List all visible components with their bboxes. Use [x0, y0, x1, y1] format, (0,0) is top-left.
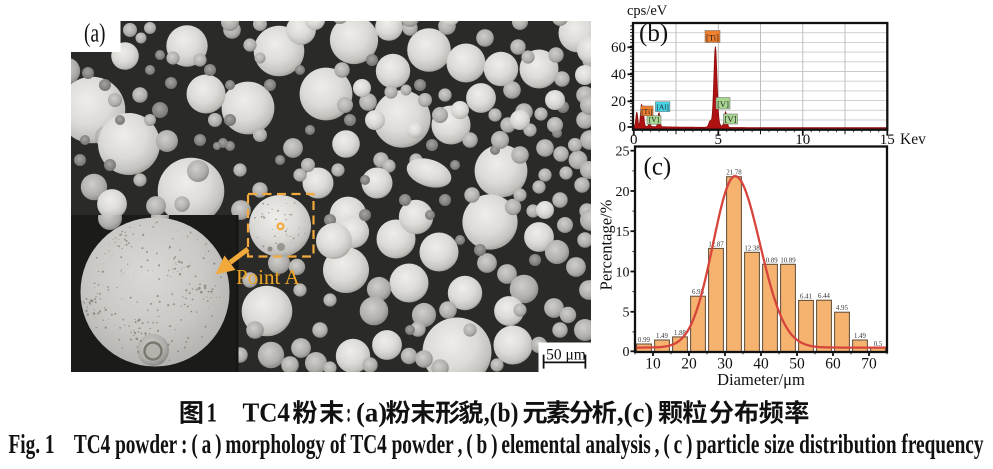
svg-text:,(c): ,(c)	[617, 397, 653, 427]
svg-text:(c): (c)	[644, 154, 672, 181]
svg-text:10.89: 10.89	[762, 257, 778, 264]
svg-text:(b): (b)	[639, 20, 668, 47]
svg-text:10.89: 10.89	[780, 257, 796, 264]
svg-text:12.87: 12.87	[708, 241, 724, 248]
svg-text:60: 60	[611, 40, 626, 56]
svg-text:10: 10	[616, 265, 630, 280]
svg-text:20: 20	[611, 94, 626, 110]
svg-text:6.44: 6.44	[818, 293, 830, 300]
svg-text:Kev: Kev	[900, 131, 926, 148]
svg-text:Diameter/μm: Diameter/μm	[717, 370, 805, 389]
svg-text:1.88: 1.88	[674, 330, 686, 337]
svg-text:15: 15	[616, 225, 630, 240]
svg-text:0: 0	[630, 132, 638, 148]
svg-text:30: 30	[717, 356, 733, 373]
svg-text:Percentage/%: Percentage/%	[597, 199, 616, 290]
svg-text:5: 5	[623, 306, 630, 321]
svg-text:15: 15	[880, 132, 895, 148]
svg-text:5: 5	[715, 132, 723, 148]
svg-text:Fig. 1 TC4 powder : ( a ) mor: Fig. 1 TC4 powder : ( a ) morphology of …	[9, 428, 984, 459]
svg-text:25: 25	[616, 145, 630, 160]
svg-text:50: 50	[789, 356, 805, 373]
svg-text:1: 1	[207, 397, 218, 427]
svg-text:60: 60	[825, 356, 841, 373]
svg-text:[Ti]: [Ti]	[706, 33, 719, 43]
svg-text:[V]: [V]	[725, 114, 737, 124]
svg-text:40: 40	[611, 67, 626, 83]
svg-text:10: 10	[645, 356, 661, 373]
svg-text:[Ti]: [Ti]	[641, 107, 652, 116]
svg-text:50 μm: 50 μm	[546, 347, 586, 364]
svg-text::: :	[346, 397, 351, 427]
svg-text:0.5: 0.5	[874, 341, 883, 348]
svg-text:1.49: 1.49	[854, 333, 866, 340]
svg-text:0: 0	[619, 120, 627, 136]
svg-text:12.38: 12.38	[744, 245, 760, 252]
svg-text:,(b): ,(b)	[484, 397, 519, 427]
svg-text:20: 20	[616, 185, 630, 200]
svg-text:0: 0	[623, 345, 630, 360]
svg-text:TC4: TC4	[243, 397, 291, 427]
svg-text:40: 40	[753, 356, 769, 373]
svg-text:[Al]: [Al]	[656, 103, 669, 112]
svg-text:21.78: 21.78	[726, 170, 742, 177]
svg-text:6.93: 6.93	[692, 289, 704, 296]
svg-text:4.95: 4.95	[836, 305, 848, 312]
svg-text:cps/eV: cps/eV	[627, 3, 668, 19]
svg-text:[V]: [V]	[717, 99, 729, 109]
svg-text:70: 70	[861, 356, 877, 373]
svg-text:0.99: 0.99	[638, 337, 650, 344]
svg-text:10: 10	[795, 132, 810, 148]
svg-text:Point A: Point A	[236, 265, 300, 289]
svg-text:(a): (a)	[356, 397, 387, 427]
svg-text:(a): (a)	[84, 19, 106, 48]
svg-text:1.49: 1.49	[656, 333, 668, 340]
svg-text:20: 20	[681, 356, 697, 373]
svg-text:6.41: 6.41	[800, 293, 812, 300]
svg-text:[V]: [V]	[649, 115, 659, 124]
